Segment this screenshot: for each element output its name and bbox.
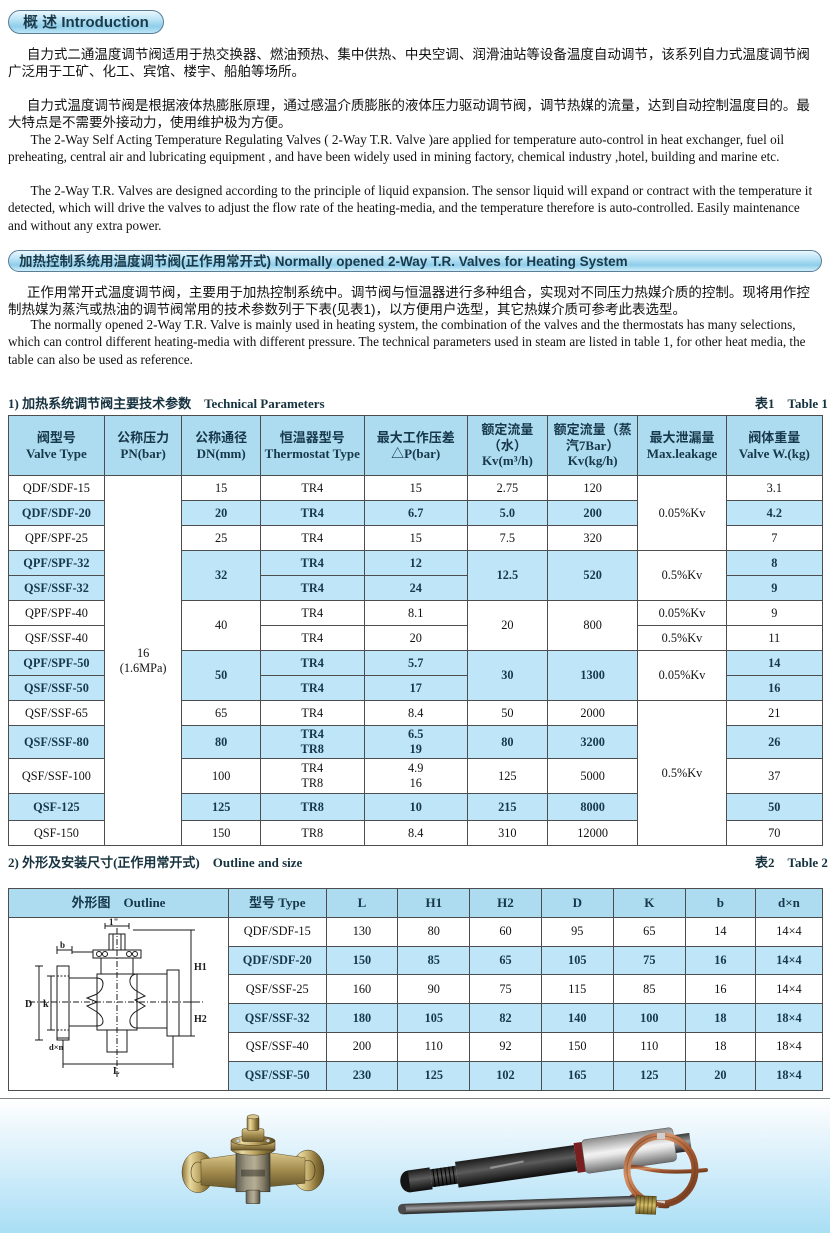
svg-text:d×n: d×n xyxy=(49,1042,64,1052)
svg-text:L: L xyxy=(113,1066,120,1077)
svg-text:H2: H2 xyxy=(194,1014,207,1025)
svg-text:b: b xyxy=(60,940,65,950)
svg-text:H1: H1 xyxy=(194,962,207,973)
svg-text:1": 1" xyxy=(109,918,119,927)
svg-text:k: k xyxy=(43,999,49,1010)
svg-text:D: D xyxy=(25,999,32,1010)
